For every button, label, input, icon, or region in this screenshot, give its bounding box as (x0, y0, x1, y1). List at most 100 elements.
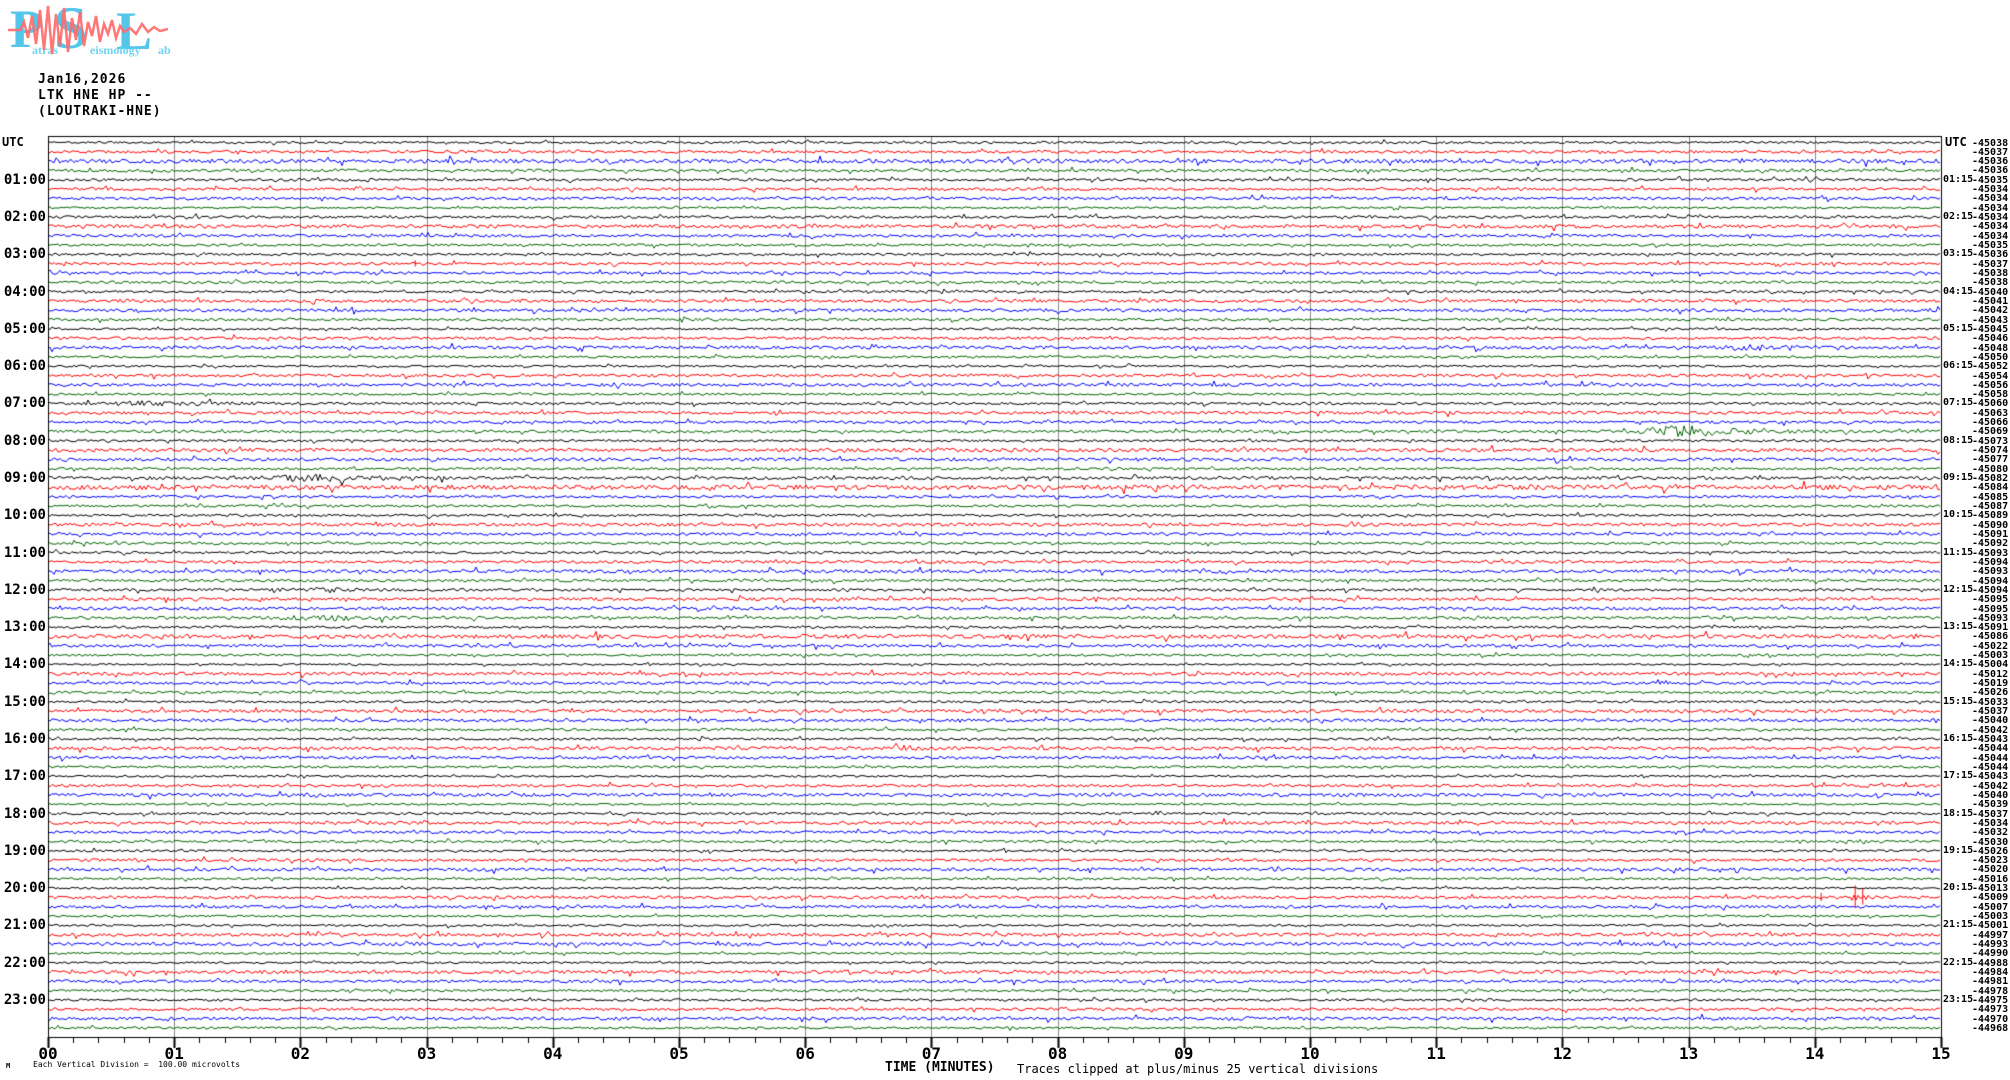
hour-label-left: 06:00 (3, 358, 46, 375)
hour-label-left: 08:00 (3, 432, 46, 449)
hour-label-right: 14:15 (1943, 658, 1974, 670)
trace-offset-value: -45085 (1972, 491, 2009, 503)
trace-offset-value: -45033 (1972, 696, 2009, 708)
hour-label-left: 14:00 (3, 656, 46, 673)
trace-offset-value: -45038 (1972, 137, 2009, 149)
hour-label-left: 23:00 (3, 991, 46, 1008)
trace-offset-value: -45019 (1972, 678, 2009, 690)
trace-offset-value: -45038 (1972, 267, 2009, 279)
clip-note: Traces clipped at plus/minus 25 vertical… (1017, 1062, 1379, 1076)
hour-label-right: 17:15 (1943, 770, 1974, 782)
hour-label-left: 21:00 (3, 917, 46, 934)
trace-offset-value: -44968 (1972, 1022, 2009, 1034)
06: 06 (795, 1044, 815, 1063)
trace-offset-value: -45040 (1972, 789, 2009, 801)
hour-label-right: 18:15 (1943, 807, 1974, 819)
logo-word-seismology: eismology (90, 43, 141, 57)
13: 13 (1678, 1044, 1699, 1063)
07: 07 (921, 1044, 942, 1063)
hour-label-left: 09:00 (3, 470, 46, 487)
trace-offset-value: -45034 (1972, 817, 2009, 829)
trace-offset-value: -45016 (1972, 873, 2009, 885)
hour-label-right: 09:15 (1943, 472, 1974, 484)
hour-label-right: 04:15 (1943, 285, 1974, 297)
trace-offset-value: -45084 (1972, 482, 2009, 494)
header-station-name: (LOUTRAKI-HNE) (38, 104, 162, 119)
footer-marker: M (6, 1062, 11, 1070)
trace-offset-value: -45066 (1972, 417, 2009, 429)
trace-offset-value: -45094 (1972, 584, 2009, 596)
trace-offset-value: -45058 (1972, 389, 2009, 401)
trace-offset-value: -45026 (1972, 687, 2009, 699)
15: 15 (1931, 1044, 1951, 1063)
10: 10 (1300, 1044, 1320, 1063)
hour-label-left: 15:00 (3, 693, 46, 710)
right-utc-header: UTC (1945, 135, 1967, 149)
trace-offset-value: -45094 (1972, 556, 2009, 568)
hour-label-left: 02:00 (3, 209, 46, 226)
hour-label-left: 05:00 (3, 320, 46, 337)
hour-label-right: 01:15 (1943, 173, 1974, 185)
trace-offset-value: -45074 (1972, 445, 2009, 457)
hour-label-right: 15:15 (1943, 695, 1974, 707)
trace-offset-value: -45013 (1972, 883, 2009, 895)
scale-note: Each Vertical Division = 100.00 microvol… (33, 1060, 241, 1069)
trace-offset-value: -45050 (1972, 351, 2009, 363)
trace-offset-value: -45003 (1972, 911, 2009, 923)
08: 08 (1047, 1044, 1068, 1063)
logo-word-lab: ab (158, 43, 171, 57)
trace-offset-value: -45052 (1972, 361, 2009, 373)
trace-offset-value: -45056 (1972, 379, 2009, 391)
trace-offset-value: -45048 (1972, 342, 2009, 354)
hour-label-left: 19:00 (3, 842, 46, 859)
trace-offset-value: -45034 (1972, 221, 2009, 233)
trace-offset-value: -44984 (1972, 966, 2009, 978)
trace-offset-value: -45042 (1972, 724, 2009, 736)
trace-offset-value: -45090 (1972, 519, 2009, 531)
trace-offset-value: -45001 (1972, 920, 2009, 932)
trace-offset-value: -45042 (1972, 780, 2009, 792)
trace-offset-value: -45034 (1972, 230, 2009, 242)
header-station-code: LTK HNE HP -- (38, 88, 153, 103)
hour-label-right: 11:15 (1943, 546, 1974, 558)
trace-offset-value: -45042 (1972, 305, 2009, 317)
hour-label-left: 01:00 (3, 171, 46, 188)
trace-offset-value: -45044 (1972, 743, 2009, 755)
trace-offset-value: -45060 (1972, 398, 2009, 410)
01: 01 (164, 1044, 184, 1063)
trace-offset-value: -44990 (1972, 948, 2009, 960)
trace-offset-value: -45091 (1972, 622, 2009, 634)
hour-label-right: 06:15 (1943, 360, 1974, 372)
hour-label-right: 23:15 (1943, 993, 1974, 1005)
trace-offset-value: -45007 (1972, 901, 2009, 913)
hour-label-left: 12:00 (3, 581, 46, 598)
hour-label-left: 18:00 (3, 805, 46, 822)
trace-offset-value: -45035 (1972, 174, 2009, 186)
trace-offset-value: -45063 (1972, 407, 2009, 419)
hour-label-right: 19:15 (1943, 844, 1974, 856)
hour-label-right: 20:15 (1943, 882, 1974, 894)
trace-offset-value: -45093 (1972, 566, 2009, 578)
trace-offset-value: -45044 (1972, 761, 2009, 773)
hour-label-right: 07:15 (1943, 397, 1974, 409)
trace-offset-value: -45036 (1972, 156, 2009, 168)
trace-offset-value: -45034 (1972, 212, 2009, 224)
trace-offset-value: -44970 (1972, 1013, 2009, 1025)
trace-offset-value: -45095 (1972, 594, 2009, 606)
trace-offset-value: -45091 (1972, 528, 2009, 540)
09: 09 (1174, 1044, 1194, 1063)
trace-offset-value: -45003 (1972, 650, 2009, 662)
11: 11 (1426, 1044, 1446, 1063)
trace-offset-value: -45093 (1972, 547, 2009, 559)
trace-offset-value: -45037 (1972, 808, 2009, 820)
logo-seismic-wave-icon (8, 5, 169, 55)
trace-offset-value: -44993 (1972, 939, 2009, 951)
hour-label-left: 13:00 (3, 619, 46, 636)
trace-offset-value: -44981 (1972, 976, 2009, 988)
trace-offset-value: -45022 (1972, 640, 2009, 652)
trace-offset-value: -44975 (1972, 994, 2009, 1006)
trace-offset-value: -45089 (1972, 510, 2009, 522)
hour-label-left: 04:00 (3, 283, 46, 300)
hour-label-right: 12:15 (1943, 583, 1974, 595)
